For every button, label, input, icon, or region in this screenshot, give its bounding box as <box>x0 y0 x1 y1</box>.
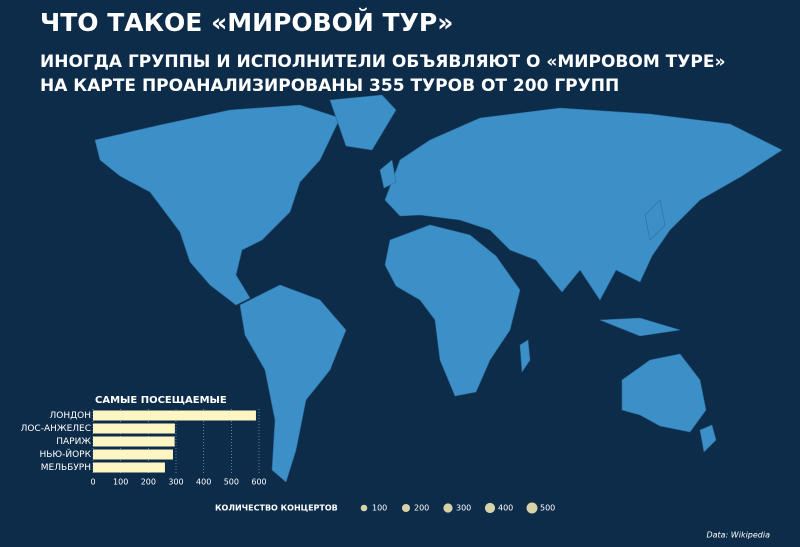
x-tick-label: 300 <box>168 478 183 487</box>
size-legend-circle <box>526 502 538 514</box>
y-tick-label: ЛОНДОН <box>49 411 91 421</box>
size-legend-circle <box>443 503 453 513</box>
x-tick-label: 400 <box>196 478 211 487</box>
x-tick-label: 600 <box>251 478 266 487</box>
chart-title: САМЫЕ ПОСЕЩАЕМЫЕ <box>95 395 227 406</box>
bar <box>93 462 165 473</box>
subtitle: ИНОГДА ГРУППЫ И ИСПОЛНИТЕЛИ ОБЪЯВЛЯЮТ О … <box>40 52 725 72</box>
size-legend-title: КОЛИЧЕСТВО КОНЦЕРТОВ <box>215 504 338 513</box>
size-legend-label: 300 <box>456 504 471 513</box>
y-tick-label: ЛОС-АНЖЕЛЕС <box>21 424 91 434</box>
size-legend-circle <box>360 504 368 512</box>
x-tick-label: 100 <box>113 478 128 487</box>
x-tick-label: 500 <box>224 478 239 487</box>
size-legend-label: 100 <box>372 504 387 513</box>
size-legend-label: 500 <box>540 504 555 513</box>
source: Data: Wikipedia <box>706 531 770 540</box>
x-tick-label: 0 <box>90 478 95 487</box>
size-legend-circle <box>484 502 496 514</box>
bar <box>93 423 175 434</box>
x-tick-label: 200 <box>141 478 156 487</box>
subtitle: НА КАРТЕ ПРОАНАЛИЗИРОВАНЫ 355 ТУРОВ ОТ 2… <box>40 76 619 96</box>
bar <box>93 410 256 421</box>
bar <box>93 436 175 447</box>
size-legend-label: 200 <box>414 504 429 513</box>
title: ЧТО ТАКОЕ «МИРОВОЙ ТУР» <box>40 8 453 37</box>
size-legend-circle <box>401 503 411 513</box>
world-map <box>94 94 783 483</box>
y-tick-label: НЬЮ-ЙОРК <box>39 448 91 460</box>
y-tick-label: МЕЛЬБУРН <box>41 463 91 473</box>
y-tick-label: ПАРИЖ <box>56 437 91 447</box>
bar <box>93 449 173 460</box>
size-legend-label: 400 <box>498 504 513 513</box>
